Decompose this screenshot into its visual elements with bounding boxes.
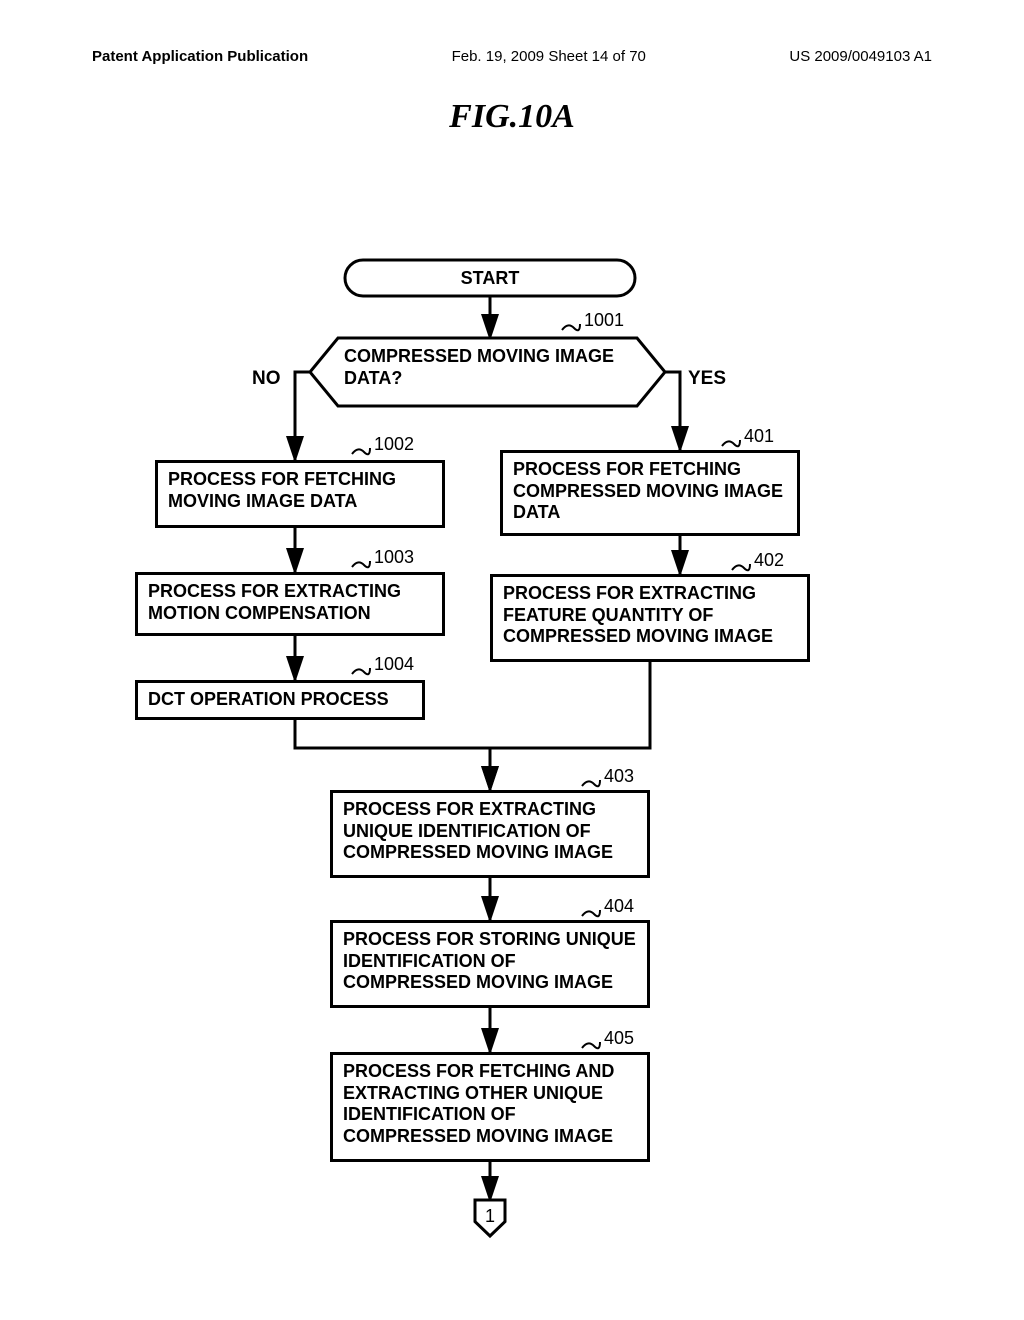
branch-label-no: NO <box>252 368 281 390</box>
process-p1003: PROCESS FOR EXTRACTING MOTION COMPENSATI… <box>135 572 445 636</box>
ref-403: 403 <box>604 766 634 787</box>
ref-1004: 1004 <box>374 654 414 675</box>
process-p402: PROCESS FOR EXTRACTING FEATURE QUANTITY … <box>490 574 810 662</box>
svg-text:1: 1 <box>485 1206 495 1226</box>
ref-1002: 1002 <box>374 434 414 455</box>
ref-404: 404 <box>604 896 634 917</box>
ref-1003: 1003 <box>374 547 414 568</box>
process-p404: PROCESS FOR STORING UNIQUE IDENTIFICATIO… <box>330 920 650 1008</box>
process-p403: PROCESS FOR EXTRACTING UNIQUE IDENTIFICA… <box>330 790 650 878</box>
process-p405: PROCESS FOR FETCHING AND EXTRACTING OTHE… <box>330 1052 650 1162</box>
ref-402: 402 <box>754 550 784 571</box>
branch-label-yes: YES <box>688 368 726 390</box>
decision-dec1001: COMPRESSED MOVING IMAGE DATA? <box>344 346 631 389</box>
ref-1001: 1001 <box>584 310 624 331</box>
process-p1002: PROCESS FOR FETCHING MOVING IMAGE DATA <box>155 460 445 528</box>
ref-405: 405 <box>604 1028 634 1049</box>
process-p1004: DCT OPERATION PROCESS <box>135 680 425 720</box>
process-p401: PROCESS FOR FETCHING COMPRESSED MOVING I… <box>500 450 800 536</box>
svg-text:START: START <box>461 268 520 288</box>
flowchart-canvas: START 1 COMPRESSED MOVING IMAGE DATA? 1001… <box>0 0 1024 1320</box>
ref-401: 401 <box>744 426 774 447</box>
